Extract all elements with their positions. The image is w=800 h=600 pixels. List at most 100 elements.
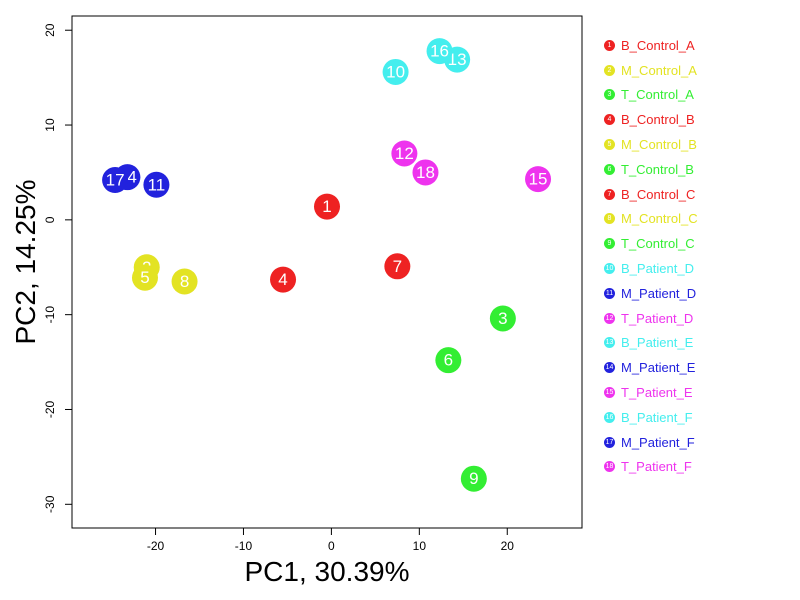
plot-frame xyxy=(71,15,583,529)
point-label-13: 13 xyxy=(448,50,467,69)
legend: 1 B_Control_A 2 M_Control_A 3 T_Control_A 4 B_C… xyxy=(604,33,698,479)
legend-item: 14 M_Patient_E xyxy=(604,355,698,380)
legend-label: B_Patient_E xyxy=(621,335,694,351)
legend-item: 15 T_Patient_E xyxy=(604,380,698,405)
legend-marker-18: 18 xyxy=(604,461,615,473)
legend-marker-15: 15 xyxy=(604,387,615,399)
legend-marker-16: 16 xyxy=(604,411,615,423)
point-11 xyxy=(143,171,170,198)
point-5 xyxy=(131,264,158,291)
legend-marker-10: 10 xyxy=(604,263,615,275)
y-axis-title: PC2, 14.25% xyxy=(10,179,41,345)
point-label-4: 4 xyxy=(278,270,287,289)
legend-marker-3: 3 xyxy=(604,89,615,101)
legend-marker-12: 12 xyxy=(604,312,615,324)
point-label-3: 3 xyxy=(498,309,507,328)
point-label-1: 1 xyxy=(322,197,331,216)
legend-item: 18 T_Patient_F xyxy=(604,455,698,480)
point-label-12: 12 xyxy=(395,144,414,163)
x-tick-label: -20 xyxy=(147,539,165,553)
legend-item: 12 T_Patient_D xyxy=(604,306,698,331)
legend-label: M_Control_C xyxy=(621,211,698,227)
legend-label: T_Patient_E xyxy=(621,385,693,401)
legend-marker-5: 5 xyxy=(604,139,615,151)
point-8 xyxy=(171,268,198,295)
legend-label: T_Patient_F xyxy=(621,459,692,475)
point-10 xyxy=(382,58,409,85)
point-12 xyxy=(391,140,418,167)
legend-label: T_Control_C xyxy=(621,236,695,252)
legend-item: 3 T_Control_A xyxy=(604,83,698,108)
legend-item: 2 M_Control_A xyxy=(604,58,698,83)
y-tick-label: -30 xyxy=(43,495,57,513)
point-label-5: 5 xyxy=(140,268,149,287)
legend-item: 4 B_Control_B xyxy=(604,107,698,132)
legend-label: M_Patient_D xyxy=(621,285,697,301)
point-label-16: 16 xyxy=(430,42,449,61)
legend-label: B_Patient_D xyxy=(621,261,694,277)
legend-marker-4: 4 xyxy=(604,114,615,126)
x-tick-label: 20 xyxy=(501,539,515,553)
y-tick-label: 10 xyxy=(43,118,57,132)
legend-label: B_Control_C xyxy=(621,186,696,202)
point-label-10: 10 xyxy=(386,62,405,81)
legend-label: M_Patient_E xyxy=(621,360,696,376)
y-tick-label: -10 xyxy=(43,306,57,324)
legend-marker-2: 2 xyxy=(604,64,615,76)
legend-label: M_Patient_F xyxy=(621,434,695,450)
point-17 xyxy=(102,167,129,194)
point-label-9: 9 xyxy=(469,469,478,488)
point-label-17: 17 xyxy=(106,171,125,190)
point-4 xyxy=(270,266,297,293)
legend-label: T_Control_A xyxy=(621,87,694,103)
point-16 xyxy=(426,38,453,65)
legend-item: 1 B_Control_A xyxy=(604,33,698,58)
legend-label: T_Control_B xyxy=(621,161,694,177)
y-tick-label: -20 xyxy=(43,400,57,418)
point-15 xyxy=(525,166,552,193)
x-tick-label: 10 xyxy=(413,539,427,553)
legend-label: B_Control_B xyxy=(621,112,695,128)
legend-marker-6: 6 xyxy=(604,163,615,175)
legend-item: 11 M_Patient_D xyxy=(604,281,698,306)
legend-marker-13: 13 xyxy=(604,337,615,349)
point-label-18: 18 xyxy=(416,163,435,182)
point-label-8: 8 xyxy=(180,272,189,291)
x-tick-label: 0 xyxy=(328,539,335,553)
x-axis-title: PC1, 30.39% xyxy=(244,556,410,587)
legend-marker-8: 8 xyxy=(604,213,615,225)
legend-label: T_Patient_D xyxy=(621,310,694,326)
point-6 xyxy=(435,347,462,374)
point-1 xyxy=(314,193,340,220)
point-label-11: 11 xyxy=(148,175,166,194)
legend-item: 6 T_Control_B xyxy=(604,157,698,182)
legend-item: 17 M_Patient_F xyxy=(604,430,698,455)
point-label-7: 7 xyxy=(393,257,402,276)
legend-item: 10 B_Patient_D xyxy=(604,256,698,281)
legend-marker-1: 1 xyxy=(604,39,615,51)
legend-item: 5 M_Control_B xyxy=(604,132,698,157)
legend-item: 16 B_Patient_F xyxy=(604,405,698,430)
legend-label: B_Patient_F xyxy=(621,409,693,425)
legend-label: M_Control_A xyxy=(621,62,697,78)
legend-marker-17: 17 xyxy=(604,436,615,448)
legend-item: 7 B_Control_C xyxy=(604,182,698,207)
legend-label: M_Control_B xyxy=(621,137,697,153)
legend-item: 13 B_Patient_E xyxy=(604,331,698,356)
point-3 xyxy=(489,305,516,332)
legend-marker-11: 11 xyxy=(604,287,615,299)
point-7 xyxy=(384,253,411,280)
legend-item: 9 T_Control_C xyxy=(604,231,698,256)
legend-marker-9: 9 xyxy=(604,238,615,250)
point-9 xyxy=(460,465,487,492)
y-tick-label: 0 xyxy=(43,216,57,223)
legend-item: 8 M_Control_C xyxy=(604,207,698,232)
legend-marker-14: 14 xyxy=(604,362,615,374)
y-tick-label: 20 xyxy=(43,23,57,37)
point-label-15: 15 xyxy=(529,170,548,189)
point-label-6: 6 xyxy=(444,351,453,370)
legend-label: B_Control_A xyxy=(621,37,695,53)
legend-marker-7: 7 xyxy=(604,188,615,200)
x-tick-label: -10 xyxy=(235,539,253,553)
